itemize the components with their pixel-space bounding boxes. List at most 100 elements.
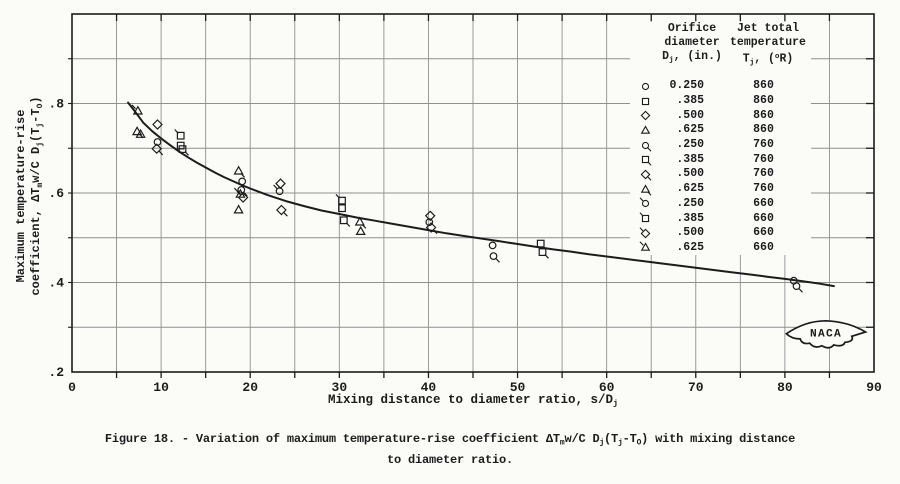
data-point <box>273 184 284 196</box>
figure-caption-line2: to diameter ratio. <box>386 453 514 467</box>
y-tick-label: .6 <box>48 186 64 201</box>
figure-caption-line1: Figure 18. - Variation of maximum temper… <box>104 432 796 448</box>
legend-row: 0.250 860 <box>630 79 811 94</box>
y-tick-label: .8 <box>48 97 64 112</box>
legend-row: .250 660 <box>630 196 811 211</box>
data-point <box>131 126 144 139</box>
data-point <box>335 193 346 205</box>
x-tick-label: 20 <box>242 380 258 395</box>
x-tick-label: 50 <box>510 380 526 395</box>
legend-diameter-value: .625 <box>676 240 704 254</box>
legend-temperature-value: 660 <box>753 211 774 225</box>
data-point <box>131 104 144 115</box>
x-tick-label: 40 <box>421 380 437 395</box>
x-tick-label: 10 <box>153 380 169 395</box>
legend-temperature-value: 860 <box>753 94 774 108</box>
legend-row: .385 760 <box>630 152 811 167</box>
legend-header-temperature: Jet total temperature Tj, (oR) <box>730 22 806 67</box>
legend-symbol-diamond-tail-br <box>630 167 660 182</box>
legend-diameter-value: .500 <box>676 108 704 122</box>
data-point <box>338 204 346 213</box>
naca-wing-shape <box>785 319 868 349</box>
y-tick-label: .2 <box>48 365 64 380</box>
data-point <box>135 128 146 138</box>
data-point <box>424 210 436 222</box>
naca-logo: NACA <box>785 319 868 349</box>
data-point <box>425 222 438 235</box>
data-point <box>233 187 246 198</box>
legend-row: .250 760 <box>630 138 811 153</box>
x-tick-label: 0 <box>68 380 76 395</box>
x-tick-label: 80 <box>777 380 793 395</box>
x-axis-title: Mixing distance to diameter ratio, s/Dj <box>328 393 618 409</box>
legend-temperature-value: 660 <box>753 196 774 210</box>
data-point <box>339 216 351 227</box>
legend-row: .625 860 <box>630 123 811 138</box>
data-point <box>536 239 545 248</box>
data-point <box>233 204 244 214</box>
legend-temperature-value: 860 <box>753 123 774 137</box>
legend-symbol-square-plain <box>630 94 660 109</box>
data-point <box>151 143 164 156</box>
data-point <box>354 216 367 229</box>
data-point <box>152 119 163 130</box>
naca-logo-text: NACA <box>810 328 842 340</box>
legend-symbol-square-tail-tl <box>630 211 660 226</box>
legend-symbol-circle-plain <box>630 79 660 94</box>
legend-diameter-value: .625 <box>676 182 704 196</box>
legend-diameter-value: .385 <box>676 94 704 108</box>
legend-row: .500 660 <box>630 226 811 241</box>
data-point <box>174 129 185 140</box>
legend-temperature-value: 760 <box>753 167 774 181</box>
legend-temperature-value: 660 <box>753 226 774 240</box>
y-tick-label: .4 <box>48 276 64 291</box>
data-point <box>355 225 366 235</box>
legend-rows: 0.250 860.385 860.500 860.625 860.250 760.385… <box>630 79 811 255</box>
legend-diameter-value: .385 <box>676 152 704 166</box>
legend-symbol-circle-tail-br <box>630 138 660 153</box>
legend-temperature-value: 860 <box>753 108 774 122</box>
legend-row: .385 860 <box>630 94 811 109</box>
legend-symbol-circle-tail-tl <box>630 196 660 211</box>
legend-diameter-value: .625 <box>676 123 704 137</box>
legend-diameter-value: 0.250 <box>669 79 704 93</box>
legend-symbol-square-tail-br <box>630 152 660 167</box>
legend-row: .385 660 <box>630 211 811 226</box>
x-tick-label: 60 <box>599 380 615 395</box>
legend-diameter-value: .250 <box>676 138 704 152</box>
legend-symbol-triangle-tail-br <box>630 182 660 197</box>
legend-temperature-value: 760 <box>753 138 774 152</box>
x-tick-label: 70 <box>688 380 704 395</box>
x-tick-label: 90 <box>866 380 882 395</box>
legend-symbol-triangle-plain <box>630 123 660 138</box>
data-point <box>489 252 500 263</box>
data-point <box>275 178 286 189</box>
legend-row: .625 660 <box>630 240 811 255</box>
data-point <box>538 248 549 259</box>
legend-temperature-value: 660 <box>753 240 774 254</box>
legend-diameter-value: .250 <box>676 196 704 210</box>
data-point <box>276 204 288 217</box>
legend-symbol-diamond-plain <box>630 108 660 123</box>
legend-temperature-value: 760 <box>753 182 774 196</box>
data-point <box>488 241 497 250</box>
legend-temperature-value: 860 <box>753 79 774 93</box>
data-point <box>178 145 189 156</box>
legend-header: Orifice diameter Dj, (in.) Jet total tem… <box>630 22 811 70</box>
fit-curve <box>127 101 835 288</box>
legend-symbol-triangle-tail-tl <box>630 240 660 255</box>
data-point <box>238 177 247 186</box>
legend-row: .500 760 <box>630 167 811 182</box>
legend-diameter-value: .385 <box>676 211 704 225</box>
legend-row: .500 860 <box>630 108 811 123</box>
legend-diameter-value: .500 <box>676 226 704 240</box>
data-point <box>237 185 248 197</box>
chart-legend: Orifice diameter Dj, (in.) Jet total tem… <box>630 22 811 256</box>
x-tick-label: 30 <box>332 380 348 395</box>
legend-header-orifice: Orifice diameter Dj, (in.) <box>662 22 722 65</box>
legend-diameter-value: .500 <box>676 167 704 181</box>
y-axis-title: Maximum temperature-rise coefficient, ΔT… <box>14 96 48 295</box>
legend-temperature-value: 760 <box>753 152 774 166</box>
y-axis-title-line1: Maximum temperature-rise <box>14 109 29 283</box>
